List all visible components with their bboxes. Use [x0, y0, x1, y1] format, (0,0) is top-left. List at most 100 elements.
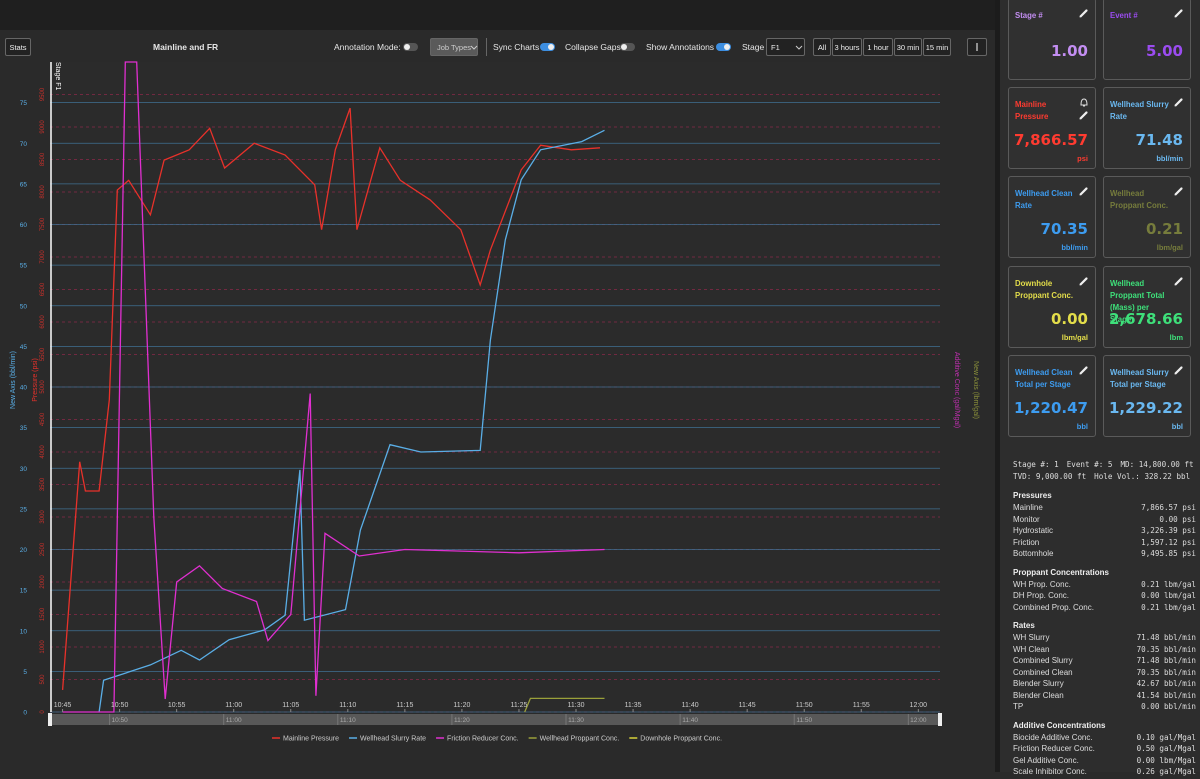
edit-icon[interactable]	[1079, 8, 1089, 18]
x-tick-label: 11:45	[739, 702, 756, 709]
card-unit: bbl/min	[1156, 154, 1183, 164]
row-label: Combined Prop. Conc.	[1013, 602, 1094, 612]
section-title: Rates	[1013, 621, 1035, 630]
card-unit: bbl/min	[1061, 243, 1088, 253]
x-tick-label: 10:55	[168, 702, 186, 709]
metric-card[interactable]: Mainline Pressure 7,866.57 psi	[1008, 87, 1096, 170]
row-label: Friction Reducer Conc.	[1013, 744, 1095, 753]
card-title: Wellhead Clean Total per Stage	[1015, 367, 1073, 389]
metric-card[interactable]: Wellhead Slurry Rate 71.48 bbl/min	[1103, 87, 1191, 170]
summary-line: Stage #: 1 Event #: 5 MD: 14,800.00 ft	[1013, 460, 1196, 472]
scrubber-tick-label: 11:10	[340, 717, 356, 724]
row-value: 70.35 bbl/min	[1136, 667, 1196, 677]
edit-icon[interactable]	[1174, 97, 1184, 107]
y4-axis-title: New Axis (lbm/gal)	[972, 361, 979, 419]
range-button[interactable]: 3 hours	[832, 38, 862, 56]
pressure-tick-label: 1500	[40, 607, 46, 621]
card-value: 0.21	[1145, 220, 1183, 239]
metric-card[interactable]: Wellhead Proppant Total (Mass) per Stage…	[1103, 265, 1191, 348]
metric-card[interactable]: Downhole Proppant Conc. 0.00 lbm/gal	[1008, 265, 1096, 348]
info-row: Hydrostatic 3,226.39 psi	[1013, 526, 1196, 538]
edit-icon[interactable]	[1079, 97, 1089, 121]
metric-card[interactable]: Event # 5.00	[1103, 0, 1191, 80]
edit-icon[interactable]	[1174, 276, 1184, 286]
pressure-tick-label: 2000	[40, 575, 46, 589]
y-tick-label: 35	[20, 425, 28, 432]
card-title: Event #	[1110, 11, 1138, 20]
summary-line: TVD: 9,000.00 ft Hole Vol.: 328.22 bbl	[1013, 472, 1196, 484]
annotation-toggle[interactable]	[403, 43, 418, 51]
caret-icon	[795, 45, 803, 50]
metric-card[interactable]: Stage # 1.00	[1008, 0, 1096, 80]
scrubber-tick-label: 11:20	[454, 717, 470, 724]
job-types-button[interactable]: Job Types	[430, 38, 478, 56]
card-title: Mainline Pressure	[1015, 100, 1049, 122]
edit-icon[interactable]	[1174, 365, 1184, 375]
pressure-tick-label: 8000	[40, 185, 46, 199]
row-value: 0.00 lbm/gal	[1141, 591, 1196, 600]
card-value: 70.35	[1040, 220, 1088, 239]
row-label: WH Prop. Conc.	[1013, 579, 1071, 589]
scrubber-handle	[938, 713, 942, 726]
legend-label: Mainline Pressure	[283, 736, 339, 743]
row-value: 9,495.85 psi	[1141, 549, 1196, 558]
card-unit: psi	[1077, 154, 1088, 164]
series-line	[98, 129, 605, 713]
menu-button[interactable]	[967, 38, 987, 56]
card-title: Wellhead Proppant Conc.	[1110, 189, 1169, 211]
range-button[interactable]: 1 hour	[863, 38, 893, 56]
range-button[interactable]: 30 min	[894, 38, 922, 56]
x-tick-label: 11:30	[568, 702, 585, 709]
row-value: 42.67 bbl/min	[1136, 679, 1196, 688]
stage-select[interactable]: F1	[766, 38, 805, 56]
metric-card[interactable]: Wellhead Slurry Total per Stage 1,229.22 b…	[1103, 354, 1191, 437]
row-label: Combined Clean	[1013, 667, 1073, 677]
x-tick-label: 10:50	[111, 702, 129, 709]
menu-icon	[976, 43, 978, 51]
row-value: 0.10 gal/Mgal	[1136, 732, 1196, 742]
y-tick-label: 10	[20, 628, 28, 635]
summary-item: Event #: 5	[1066, 460, 1113, 469]
row-value: 71.48 bbl/min	[1136, 656, 1196, 665]
stats-button[interactable]: Stats	[5, 38, 31, 56]
x-tick-label: 11:20	[453, 702, 470, 709]
edit-icon[interactable]	[1079, 186, 1089, 196]
y-tick-label: 70	[20, 141, 28, 148]
edit-icon[interactable]	[1079, 365, 1089, 375]
scrubber-tick-label: 12:00	[910, 717, 927, 724]
row-value: 1,597.12 psi	[1141, 537, 1196, 547]
row-value: 0.21 lbm/gal	[1141, 579, 1196, 589]
sync-charts-toggle[interactable]	[540, 43, 555, 51]
scrubber-tick-label: 11:00	[226, 717, 242, 724]
metric-card[interactable]: Wellhead Clean Rate 70.35 bbl/min	[1008, 176, 1096, 259]
pressure-tick-label: 500	[40, 674, 46, 685]
y-tick-label: 55	[20, 263, 28, 270]
show-annotations-toggle[interactable]	[716, 43, 731, 51]
y-axis-title: New Axis (bbl/min)	[10, 351, 17, 409]
info-row: Combined Prop. Conc. 0.21 lbm/gal	[1013, 603, 1196, 615]
collapse-gaps-toggle[interactable]	[620, 43, 635, 51]
card-unit: bbl	[1076, 421, 1088, 431]
row-label: Scale Inhibitor Conc.	[1013, 767, 1087, 776]
annotation-mode-label: Annotation Mode:	[334, 42, 401, 52]
row-label: Mainline	[1013, 503, 1043, 512]
info-panel: Stage #: 1 Event #: 5 MD: 14,800.00 ft TVD:…	[1013, 460, 1196, 779]
card-value: 1.00	[1050, 42, 1088, 60]
range-button[interactable]: 15 min	[923, 38, 951, 56]
row-label: Monitor	[1013, 514, 1040, 524]
scrubber-handle	[48, 713, 52, 726]
edit-icon[interactable]	[1079, 276, 1089, 286]
series-line	[61, 107, 601, 690]
row-label: TP	[1013, 702, 1024, 711]
info-row: WH Slurry 71.48 bbl/min	[1013, 633, 1196, 645]
y-tick-label: 15	[20, 588, 28, 595]
metric-card[interactable]: Wellhead Proppant Conc. 0.21 lbm/gal	[1103, 176, 1191, 259]
row-value: 0.00 bbl/min	[1141, 702, 1196, 711]
summary-item: MD: 14,800.00 ft	[1120, 460, 1194, 469]
edit-icon[interactable]	[1174, 8, 1184, 18]
row-label: WH Clean	[1013, 644, 1050, 654]
scrubber-tick-label: 11:30	[568, 717, 584, 724]
metric-card[interactable]: Wellhead Clean Total per Stage 1,220.47 bb…	[1008, 354, 1096, 437]
edit-icon[interactable]	[1174, 186, 1184, 196]
range-button[interactable]: All	[813, 38, 831, 56]
